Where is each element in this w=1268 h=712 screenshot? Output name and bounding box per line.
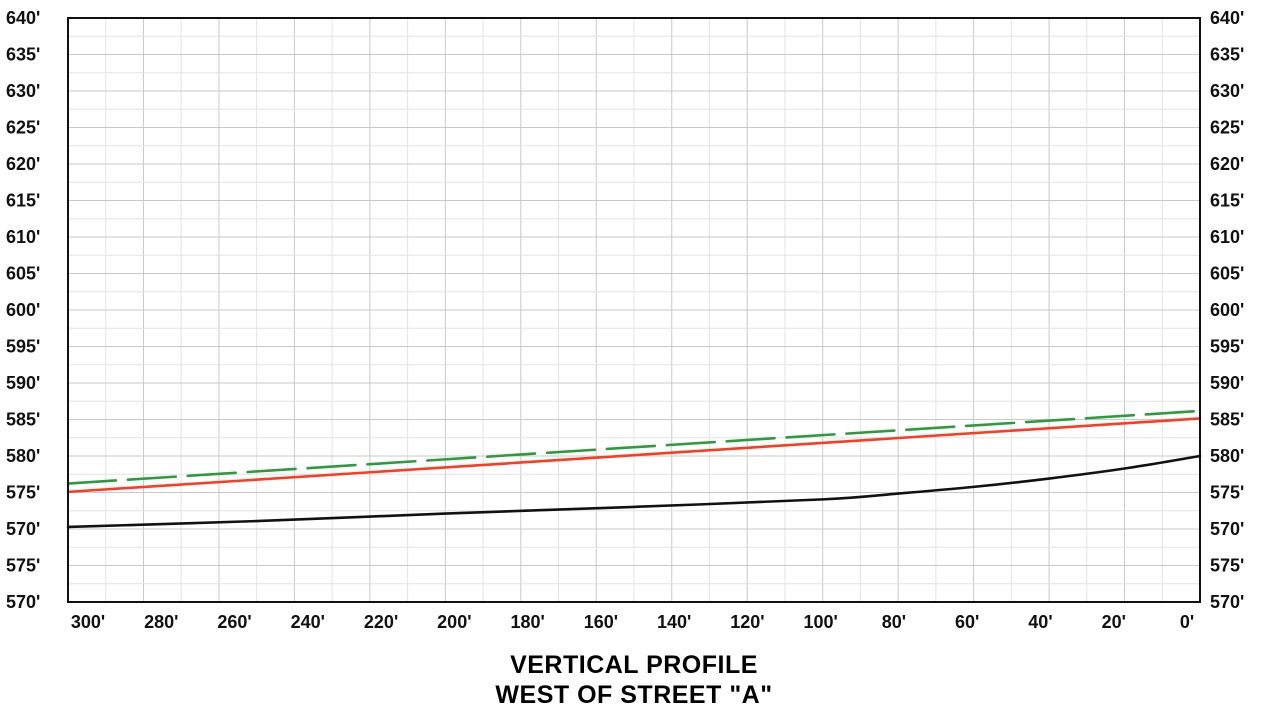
y-tick-label-left: 570' <box>6 519 40 539</box>
grid <box>67 17 1201 603</box>
x-tick-label: 0' <box>1180 612 1194 632</box>
x-tick-label: 300' <box>71 612 105 632</box>
vertical-profile-chart: 640' 635' 630' 625' 620' 615' 610' 605' 600' 595'… <box>6 8 1244 632</box>
series-line <box>66 417 1202 494</box>
y-tick-label-right: 585' <box>1210 410 1244 430</box>
x-tick-label: 180' <box>510 612 544 632</box>
y-tick-label-right: 620' <box>1210 154 1244 174</box>
x-tick-label: 220' <box>364 612 398 632</box>
y-tick-label-right: 625' <box>1210 118 1244 138</box>
y-tick-label-right: 575' <box>1210 556 1244 576</box>
profile-lines <box>66 409 1202 529</box>
y-tick-label-left: 620' <box>6 154 40 174</box>
y-tick-label-left: 590' <box>6 373 40 393</box>
y-axis-left: 640' 635' 630' 625' 620' 615' 610' 605' 600' 595'… <box>6 8 40 612</box>
y-tick-label-right: 570' <box>1210 592 1244 612</box>
y-tick-label-left: 595' <box>6 337 40 357</box>
series-line <box>66 454 1202 529</box>
y-tick-label-right: 600' <box>1210 300 1244 320</box>
y-tick-label-right: 630' <box>1210 81 1244 101</box>
y-tick-label-right: 615' <box>1210 191 1244 211</box>
y-tick-label-left: 605' <box>6 264 40 284</box>
x-tick-label: 100' <box>804 612 838 632</box>
chart-title: VERTICAL PROFILE <box>510 651 758 679</box>
y-tick-label-right: 580' <box>1210 446 1244 466</box>
y-tick-label-right: 640' <box>1210 8 1244 28</box>
y-tick-label-left: 570' <box>6 592 40 612</box>
x-tick-label: 160' <box>584 612 618 632</box>
y-axis-right: 640' 635' 630' 625' 620' 615' 610' 605' 600' 595'… <box>1210 8 1244 612</box>
y-tick-label-left: 575' <box>6 483 40 503</box>
y-tick-label-right: 590' <box>1210 373 1244 393</box>
x-tick-label: 20' <box>1102 612 1126 632</box>
x-tick-label: 80' <box>882 612 906 632</box>
y-tick-label-left: 640' <box>6 8 40 28</box>
y-tick-label-right: 635' <box>1210 45 1244 65</box>
y-tick-label-right: 605' <box>1210 264 1244 284</box>
x-tick-label: 40' <box>1028 612 1052 632</box>
y-tick-label-left: 625' <box>6 118 40 138</box>
y-tick-label-left: 600' <box>6 300 40 320</box>
x-tick-label: 140' <box>657 612 691 632</box>
y-tick-label-right: 570' <box>1210 519 1244 539</box>
x-tick-label: 260' <box>217 612 251 632</box>
y-tick-label-left: 575' <box>6 556 40 576</box>
y-tick-label-right: 610' <box>1210 227 1244 247</box>
y-tick-label-right: 575' <box>1210 483 1244 503</box>
y-tick-label-right: 595' <box>1210 337 1244 357</box>
x-tick-label: 280' <box>144 612 178 632</box>
y-tick-label-left: 580' <box>6 446 40 466</box>
y-tick-label-left: 635' <box>6 45 40 65</box>
y-tick-label-left: 630' <box>6 81 40 101</box>
x-tick-label: 120' <box>730 612 764 632</box>
series-line <box>66 409 1202 485</box>
x-tick-label: 200' <box>437 612 471 632</box>
y-tick-label-left: 615' <box>6 191 40 211</box>
x-tick-label: 60' <box>955 612 979 632</box>
plot-frame <box>67 17 1201 603</box>
y-tick-label-left: 585' <box>6 410 40 430</box>
x-tick-label: 240' <box>291 612 325 632</box>
y-tick-label-left: 610' <box>6 227 40 247</box>
chart-subtitle: WEST OF STREET "A" <box>495 681 773 709</box>
x-axis: 300' 280' 260' 240' 220' 200' 180' 160' 140' 120'… <box>71 612 1194 632</box>
